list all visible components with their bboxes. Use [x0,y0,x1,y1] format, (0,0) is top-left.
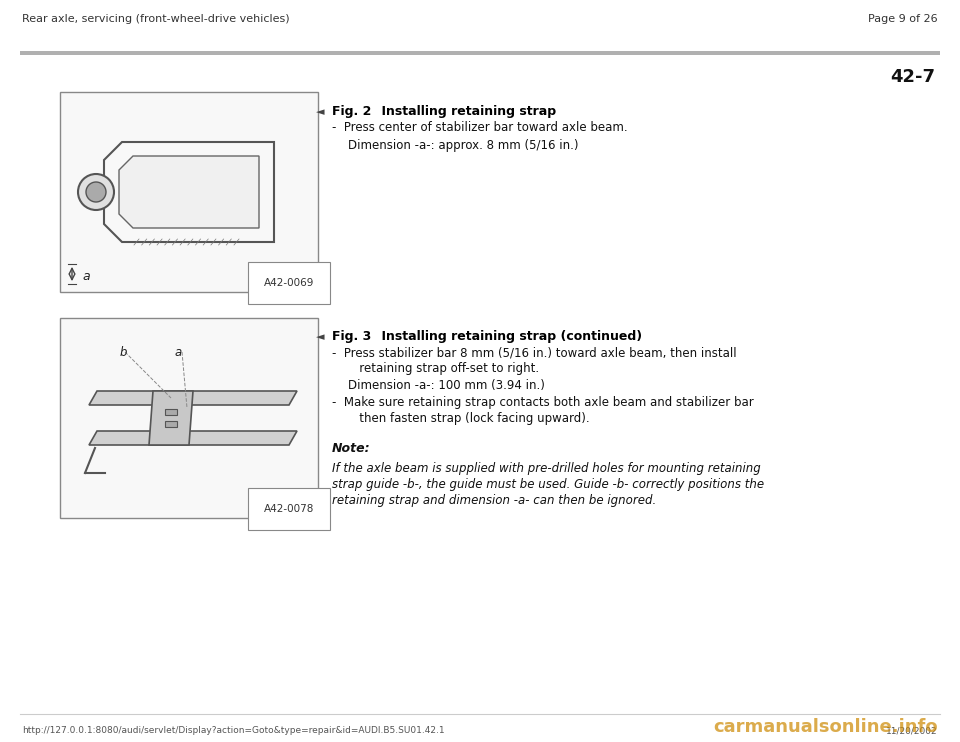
Text: A42-0078: A42-0078 [264,504,314,514]
Text: strap guide -b-, the guide must be used. Guide -b- correctly positions the: strap guide -b-, the guide must be used.… [332,478,764,491]
Text: Fig. 2: Fig. 2 [332,105,372,118]
Text: Installing retaining strap: Installing retaining strap [364,105,556,118]
Text: Dimension -a-: approx. 8 mm (5/16 in.): Dimension -a-: approx. 8 mm (5/16 in.) [348,139,579,152]
Text: 11/20/2002: 11/20/2002 [886,726,938,735]
Text: Dimension -a-: 100 mm (3.94 in.): Dimension -a-: 100 mm (3.94 in.) [348,379,545,392]
Text: -  Make sure retaining strap contacts both axle beam and stabilizer bar: - Make sure retaining strap contacts bot… [332,396,754,409]
Bar [165,409,177,415]
Text: retaining strap and dimension -a- can then be ignored.: retaining strap and dimension -a- can th… [332,494,657,507]
Text: then fasten strap (lock facing upward).: then fasten strap (lock facing upward). [348,412,589,425]
Bar [60,92,318,292]
Text: b: b [120,346,128,359]
Text: http://127.0.0.1:8080/audi/servlet/Display?action=Goto&type=repair&id=AUDI.B5.SU: http://127.0.0.1:8080/audi/servlet/Displ… [22,726,444,735]
Text: Page 9 of 26: Page 9 of 26 [869,14,938,24]
Text: ◄: ◄ [316,332,324,342]
Circle shape [86,182,106,202]
Text: If the axle beam is supplied with pre-drilled holes for mounting retaining: If the axle beam is supplied with pre-dr… [332,462,760,475]
Circle shape [78,174,114,210]
Text: 42-7: 42-7 [890,68,935,86]
Text: a: a [82,270,89,283]
Text: -  Press stabilizer bar 8 mm (5/16 in.) toward axle beam, then install: - Press stabilizer bar 8 mm (5/16 in.) t… [332,346,736,359]
Text: retaining strap off-set to right.: retaining strap off-set to right. [348,362,540,375]
Bar [60,318,318,518]
Text: ◄: ◄ [316,107,324,117]
Text: carmanualsonline.info: carmanualsonline.info [713,718,938,736]
Polygon shape [89,391,297,405]
Text: a: a [175,346,182,359]
Polygon shape [149,391,193,445]
Text: Note:: Note: [332,442,371,455]
Text: A42-0069: A42-0069 [264,278,314,288]
Text: Installing retaining strap (continued): Installing retaining strap (continued) [364,330,642,343]
Text: Fig. 3: Fig. 3 [332,330,372,343]
Polygon shape [119,156,259,228]
Polygon shape [89,431,297,445]
Text: -  Press center of stabilizer bar toward axle beam.: - Press center of stabilizer bar toward … [332,121,628,134]
Bar [165,421,177,427]
Text: Rear axle, servicing (front-wheel-drive vehicles): Rear axle, servicing (front-wheel-drive … [22,14,290,24]
Bar [20,51,940,55]
